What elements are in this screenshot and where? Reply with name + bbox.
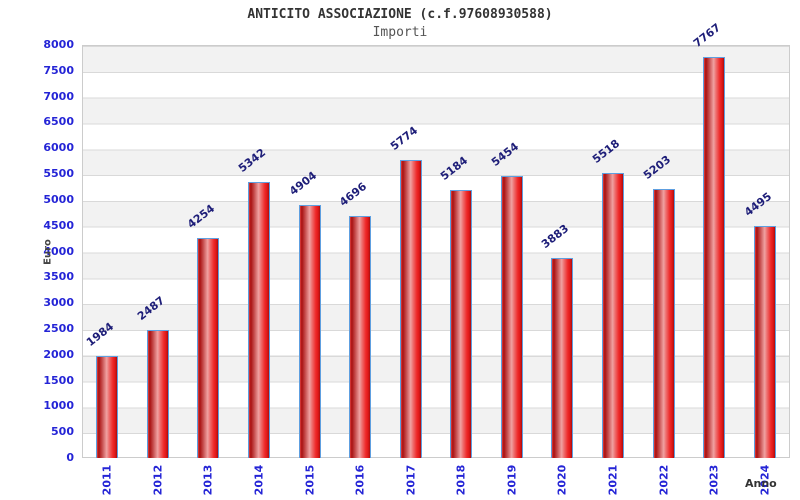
- y-tick-label: 4000: [43, 244, 74, 258]
- x-tick-label: 2020: [555, 464, 569, 496]
- x-tick-label: 2015: [303, 464, 317, 496]
- bar-2013: [197, 238, 219, 458]
- x-tick-label: 2013: [201, 464, 215, 496]
- bar-2014: [248, 182, 270, 458]
- x-tick-label: 2014: [252, 464, 266, 496]
- x-tick-label: 2022: [657, 464, 671, 496]
- x-tick-label: 2016: [353, 464, 367, 496]
- chart-subtitle: Importi: [372, 25, 428, 40]
- y-axis-title: Euro: [42, 239, 54, 265]
- plot-area: [82, 45, 790, 458]
- y-tick-label: 500: [51, 425, 74, 439]
- bar-2012: [147, 330, 169, 458]
- y-tick-label: 2000: [43, 347, 74, 361]
- bar-2021: [602, 173, 624, 458]
- y-tick-label: 8000: [43, 38, 74, 51]
- bar-2019: [501, 176, 523, 458]
- bar-2011: [96, 356, 118, 458]
- bar-2023: [703, 57, 725, 458]
- y-tick-label: 1000: [43, 399, 74, 413]
- y-tick-label: 7500: [43, 63, 74, 77]
- y-tick-label: 7000: [43, 89, 74, 103]
- x-tick-label: 2017: [404, 464, 418, 496]
- bar-2017: [400, 160, 422, 458]
- y-tick-label: 3500: [43, 270, 74, 284]
- x-axis-title: Anno: [745, 477, 777, 490]
- bar-2022: [653, 189, 675, 458]
- x-tick-label: 2011: [100, 464, 114, 496]
- bar-2015: [299, 205, 321, 458]
- bar-2024: [754, 226, 776, 458]
- bar-2016: [349, 216, 371, 458]
- chart-title: ANTICITO ASSOCIAZIONE (c.f.97608930588): [247, 7, 553, 22]
- y-tick-label: 5000: [43, 192, 74, 206]
- x-tick-label: 2021: [606, 464, 620, 496]
- x-tick-label: 2012: [151, 464, 165, 496]
- y-tick-label: 6000: [43, 141, 74, 155]
- x-tick-label: 2023: [707, 464, 721, 496]
- y-tick-label: 4500: [43, 218, 74, 232]
- bar-2020: [551, 258, 573, 458]
- y-tick-label: 6500: [43, 115, 74, 129]
- y-tick-label: 5500: [43, 167, 74, 181]
- y-tick-label: 1500: [43, 373, 74, 387]
- bar-2018: [450, 190, 472, 458]
- y-tick-label: 0: [66, 451, 74, 464]
- y-tick-label: 3000: [43, 296, 74, 310]
- x-tick-label: 2019: [505, 464, 519, 496]
- y-tick-label: 2500: [43, 321, 74, 335]
- x-tick-label: 2018: [454, 464, 468, 496]
